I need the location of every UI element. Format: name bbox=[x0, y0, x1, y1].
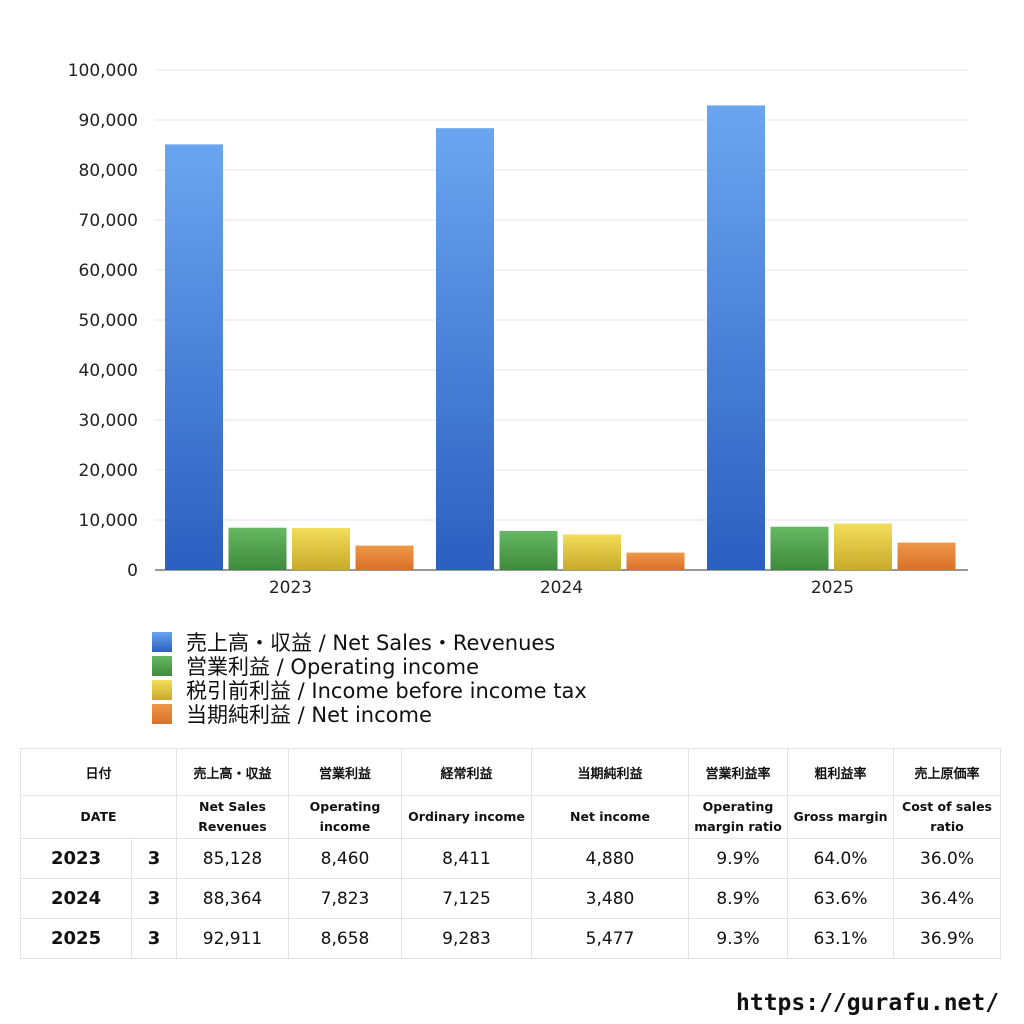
y-tick-label: 20,000 bbox=[79, 461, 138, 481]
cell-gross-margin: 63.6% bbox=[787, 878, 895, 919]
cell-ordinary-income: 8,411 bbox=[401, 838, 533, 879]
table-header-jp: 日付 売上高・収益 営業利益 経常利益 当期純利益 営業利益率 粗利益率 売上原… bbox=[19, 748, 1002, 796]
chart-bars bbox=[165, 105, 956, 571]
cell-net-sales: 85,128 bbox=[176, 838, 290, 879]
y-axis-ticks: 0 10,000 20,000 30,000 40,000 50,000 60,000 70,… bbox=[68, 61, 138, 581]
header-operating-margin-en: Operating margin ratio bbox=[688, 795, 789, 839]
header-gross-margin-jp: 粗利益率 bbox=[787, 748, 895, 796]
x-axis-ticks: 2023 2024 2025 bbox=[269, 578, 854, 598]
bar-mark bbox=[165, 144, 223, 571]
x-tick-label: 2024 bbox=[540, 578, 583, 598]
legend-item: 営業利益 / Operating income bbox=[152, 654, 587, 679]
legend-swatch-operating-income bbox=[152, 656, 172, 676]
row-year: 2023 bbox=[20, 838, 132, 879]
y-tick-label: 80,000 bbox=[79, 161, 138, 181]
header-cost-ratio-en: Cost of sales ratio bbox=[893, 795, 1002, 839]
cell-operating-income: 8,460 bbox=[288, 838, 403, 879]
cell-ordinary-income: 9,283 bbox=[401, 918, 533, 959]
legend-swatch-net-sales bbox=[152, 632, 172, 652]
row-month: 3 bbox=[130, 838, 178, 879]
bar-mark bbox=[292, 527, 350, 570]
bar-mark bbox=[563, 534, 621, 570]
bar-chart: 0 10,000 20,000 30,000 40,000 50,000 60,000 70,… bbox=[68, 61, 968, 598]
row-year: 2024 bbox=[20, 878, 132, 919]
cell-operating-margin: 9.3% bbox=[688, 918, 789, 959]
table-header-en: DATE Net Sales Revenues Operating income… bbox=[19, 795, 1002, 839]
y-tick-label: 10,000 bbox=[79, 511, 138, 531]
legend-item: 売上高・収益 / Net Sales・Revenues bbox=[152, 630, 587, 655]
bar-mark bbox=[499, 530, 558, 570]
cell-operating-income: 7,823 bbox=[288, 878, 403, 919]
y-tick-label: 60,000 bbox=[79, 261, 138, 281]
legend-swatch-net-income bbox=[152, 704, 172, 724]
table-row: 2025 3 92,911 8,658 9,283 5,477 9.3% 63.… bbox=[20, 918, 1002, 959]
row-month: 3 bbox=[130, 918, 178, 959]
legend-item: 税引前利益 / Income before income tax bbox=[152, 678, 587, 703]
cell-net-income: 3,480 bbox=[531, 878, 690, 919]
header-date-en: DATE bbox=[19, 795, 178, 839]
cell-cost-ratio: 36.0% bbox=[893, 838, 1002, 879]
x-tick-label: 2025 bbox=[811, 578, 854, 598]
header-gross-margin-en: Gross margin bbox=[787, 795, 895, 839]
bar-mark bbox=[897, 542, 956, 570]
row-year: 2025 bbox=[20, 918, 132, 959]
bar-mark bbox=[834, 523, 892, 570]
cell-cost-ratio: 36.4% bbox=[893, 878, 1002, 919]
y-tick-label: 90,000 bbox=[79, 111, 138, 131]
y-tick-label: 100,000 bbox=[68, 61, 138, 81]
cell-operating-income: 8,658 bbox=[288, 918, 403, 959]
legend-label-net-sales: 売上高・収益 / Net Sales・Revenues bbox=[186, 631, 556, 655]
bar-mark bbox=[770, 526, 829, 570]
header-net-sales-en: Net Sales Revenues bbox=[176, 795, 290, 839]
cell-ordinary-income: 7,125 bbox=[401, 878, 533, 919]
cell-net-sales: 88,364 bbox=[176, 878, 290, 919]
y-tick-label: 70,000 bbox=[79, 211, 138, 231]
cell-operating-margin: 8.9% bbox=[688, 878, 789, 919]
chart-grid bbox=[155, 69, 968, 571]
legend-item: 当期純利益 / Net income bbox=[152, 702, 587, 727]
chart-legend: 売上高・収益 / Net Sales・Revenues 営業利益 / Opera… bbox=[152, 630, 587, 727]
bar-mark bbox=[228, 527, 287, 570]
table-row: 2023 3 85,128 8,460 8,411 4,880 9.9% 64.… bbox=[20, 838, 1002, 879]
cell-net-sales: 92,911 bbox=[176, 918, 290, 959]
header-net-sales-jp: 売上高・収益 bbox=[176, 748, 290, 796]
bar-mark bbox=[626, 552, 685, 570]
row-month: 3 bbox=[130, 878, 178, 919]
header-operating-income-en: Operating income bbox=[288, 795, 403, 839]
legend-swatch-income-before-tax bbox=[152, 680, 172, 700]
header-operating-margin-jp: 営業利益率 bbox=[688, 748, 789, 796]
header-net-income-jp: 当期純利益 bbox=[531, 748, 690, 796]
header-net-income-en: Net income bbox=[531, 795, 690, 839]
cell-net-income: 4,880 bbox=[531, 838, 690, 879]
y-tick-label: 0 bbox=[127, 561, 138, 581]
y-tick-label: 40,000 bbox=[79, 361, 138, 381]
header-ordinary-income-jp: 経常利益 bbox=[401, 748, 533, 796]
cell-operating-margin: 9.9% bbox=[688, 838, 789, 879]
cell-cost-ratio: 36.9% bbox=[893, 918, 1002, 959]
y-tick-label: 30,000 bbox=[79, 411, 138, 431]
site-url[interactable]: https://gurafu.net/ bbox=[736, 990, 1000, 1016]
legend-label-income-before-tax: 税引前利益 / Income before income tax bbox=[186, 679, 587, 703]
header-operating-income-jp: 営業利益 bbox=[288, 748, 403, 796]
bar-mark bbox=[355, 545, 414, 570]
bar-mark bbox=[436, 128, 494, 570]
x-tick-label: 2023 bbox=[269, 578, 312, 598]
legend-label-operating-income: 営業利益 / Operating income bbox=[186, 655, 480, 679]
cell-net-income: 5,477 bbox=[531, 918, 690, 959]
y-tick-label: 50,000 bbox=[79, 311, 138, 331]
legend-label-net-income: 当期純利益 / Net income bbox=[186, 703, 432, 727]
header-ordinary-income-en: Ordinary income bbox=[401, 795, 533, 839]
header-cost-ratio-jp: 売上原価率 bbox=[893, 748, 1002, 796]
cell-gross-margin: 63.1% bbox=[787, 918, 895, 959]
bar-mark bbox=[707, 105, 765, 570]
table-row: 2024 3 88,364 7,823 7,125 3,480 8.9% 63.… bbox=[20, 878, 1002, 919]
cell-gross-margin: 64.0% bbox=[787, 838, 895, 879]
header-date-jp: 日付 bbox=[19, 748, 178, 796]
financial-table: 日付 売上高・収益 営業利益 経常利益 当期純利益 営業利益率 粗利益率 売上原… bbox=[19, 748, 1002, 959]
